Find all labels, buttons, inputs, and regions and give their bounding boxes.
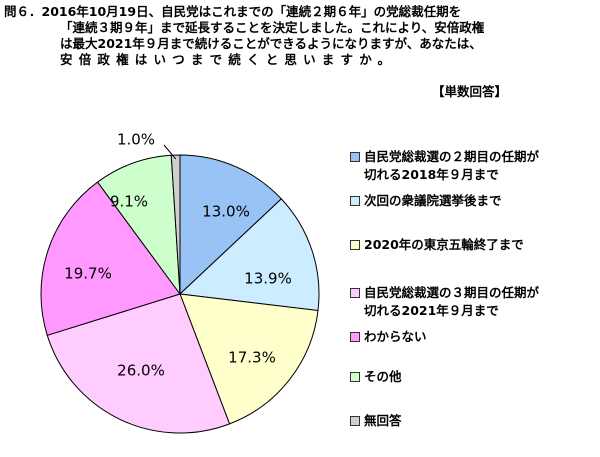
legend-label: 2020年の東京五輪終了まで bbox=[364, 237, 524, 252]
legend-label: 自民党総裁選の２期目の任期が 切れる2018年９月まで bbox=[364, 149, 540, 182]
legend-label: 自民党総裁選の３期目の任期が 切れる2021年９月まで bbox=[364, 285, 540, 318]
legend-swatch bbox=[350, 196, 360, 206]
pie-slice-1 bbox=[179, 154, 283, 296]
data-label-5: 19.7% bbox=[64, 265, 112, 283]
legend-swatch bbox=[350, 240, 360, 250]
pie-slice-3 bbox=[179, 293, 319, 425]
data-label-3: 17.3% bbox=[228, 349, 276, 367]
legend-swatch bbox=[350, 288, 360, 298]
legend-swatch bbox=[350, 416, 360, 426]
question-text: 問６．2016年10月19日、自民党はこれまでの「連続２期６年」の党総裁任期を … bbox=[4, 4, 596, 99]
question-line-2: 「連続３期９年」まで延長することを決定しました。これにより、安倍政権 bbox=[60, 20, 485, 35]
legend-swatch bbox=[350, 152, 360, 162]
legend-swatch bbox=[350, 372, 360, 382]
pie-slice-2 bbox=[178, 198, 320, 312]
question-line-4: 安倍政権はいつまで続くと思いますか。 bbox=[60, 52, 397, 67]
data-label-6: 9.1% bbox=[110, 193, 148, 211]
question-line-3: は最大2021年９月まで続けることができるようになりますが、あなたは、 bbox=[60, 36, 482, 51]
legend-swatch bbox=[350, 332, 360, 342]
legend-label: 次回の衆議院選挙後まで bbox=[364, 193, 502, 208]
data-label-1: 13.0% bbox=[202, 203, 250, 221]
pie-slice-6 bbox=[96, 154, 181, 296]
question-line-1: 問６．2016年10月19日、自民党はこれまでの「連続２期６年」の党総裁任期を bbox=[4, 4, 462, 19]
data-label-7: 1.0% bbox=[117, 131, 155, 149]
legend-label: その他 bbox=[364, 369, 402, 384]
data-label-4: 26.0% bbox=[117, 362, 165, 380]
answer-type-note: 【単数回答】 bbox=[432, 84, 508, 99]
pie-slice-7 bbox=[170, 154, 181, 295]
data-label-2: 13.9% bbox=[244, 270, 292, 288]
leader-line bbox=[163, 144, 177, 160]
pie-slice-5 bbox=[40, 181, 181, 336]
pie-slice-4 bbox=[46, 293, 231, 434]
legend-label: 無回答 bbox=[364, 413, 402, 428]
legend-label: わからない bbox=[364, 329, 427, 344]
